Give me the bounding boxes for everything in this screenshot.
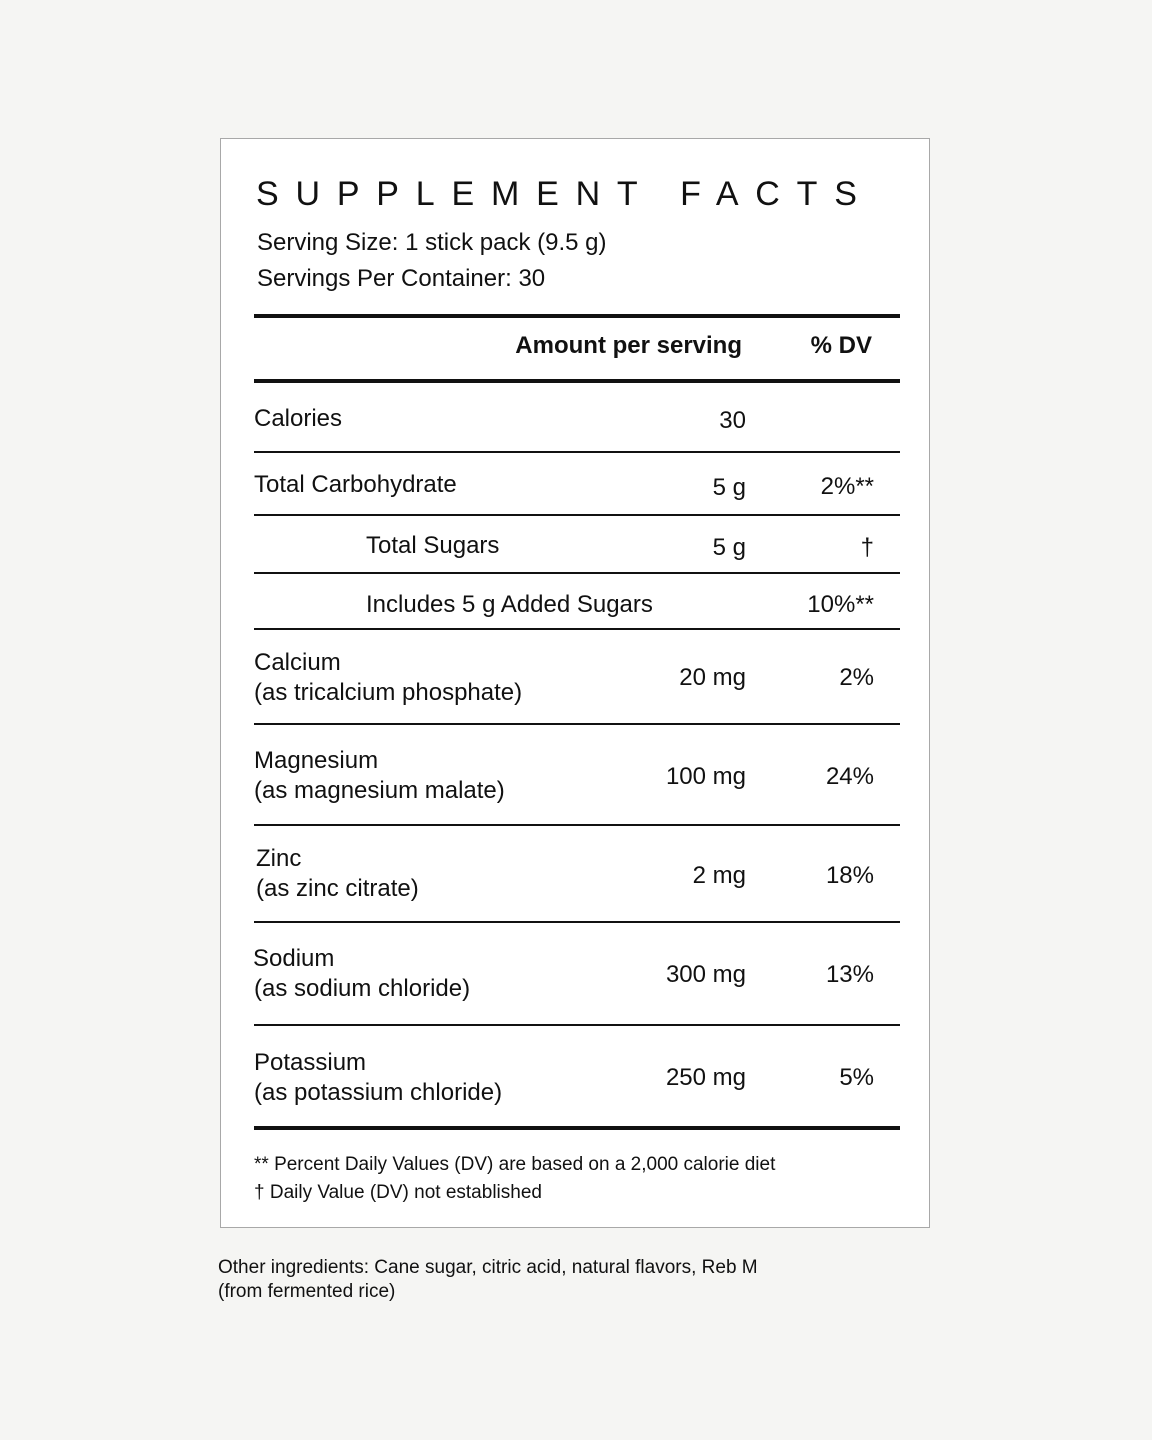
footnote-percent-dv: ** Percent Daily Values (DV) are based o… bbox=[254, 1154, 776, 1175]
nutrient-dv: 2% bbox=[839, 664, 874, 691]
nutrient-dv: 5% bbox=[839, 1064, 874, 1091]
row-divider bbox=[254, 723, 900, 725]
nutrient-dv: 2%** bbox=[820, 473, 874, 500]
row-divider bbox=[254, 824, 900, 826]
nutrient-name: Magnesium bbox=[254, 747, 379, 774]
nutrient-form: (as sodium chloride) bbox=[254, 975, 471, 1002]
servings-per-container: Servings Per Container: 30 bbox=[257, 265, 546, 292]
nutrient-amount: 30 bbox=[719, 407, 746, 434]
nutrient-amount: 5 g bbox=[712, 474, 746, 501]
nutrient-amount: 100 mg bbox=[665, 763, 746, 790]
nutrient-name: Zinc bbox=[256, 845, 302, 872]
nutrient-amount: 2 mg bbox=[692, 862, 746, 889]
header-bottom-rule bbox=[254, 379, 900, 383]
nutrient-name: Calories bbox=[254, 405, 343, 432]
nutrient-amount: 250 mg bbox=[665, 1064, 746, 1091]
row-divider bbox=[254, 451, 900, 453]
panel-title: SUPPLEMENT FACTS bbox=[256, 175, 874, 213]
nutrient-form: (as magnesium malate) bbox=[254, 777, 505, 804]
nutrient-form: (as tricalcium phosphate) bbox=[254, 679, 523, 706]
serving-size: Serving Size: 1 stick pack (9.5 g) bbox=[257, 229, 607, 256]
nutrient-form: (as zinc citrate) bbox=[256, 875, 419, 902]
nutrient-amount: 20 mg bbox=[679, 664, 746, 691]
nutrient-dv: 24% bbox=[825, 763, 874, 790]
nutrient-form: (as potassium chloride) bbox=[254, 1079, 503, 1106]
header-top-rule bbox=[254, 314, 900, 318]
amount-per-serving-header: Amount per serving bbox=[515, 332, 742, 359]
footnote-dv-not-established: † Daily Value (DV) not established bbox=[254, 1182, 542, 1203]
nutrient-name: Sodium bbox=[253, 945, 335, 972]
nutrient-name: Calcium bbox=[254, 649, 341, 676]
nutrient-dv: 10%** bbox=[807, 591, 874, 618]
nutrient-amount: 5 g bbox=[712, 534, 746, 561]
nutrient-name: Potassium bbox=[254, 1049, 367, 1076]
other-ingredients-line-1: Other ingredients: Cane sugar, citric ac… bbox=[218, 1257, 758, 1278]
row-divider bbox=[254, 572, 900, 574]
row-divider bbox=[254, 921, 900, 923]
row-divider bbox=[254, 514, 900, 516]
percent-dv-header: % DV bbox=[810, 332, 872, 359]
nutrient-name: Total Carbohydrate bbox=[254, 471, 457, 498]
row-divider bbox=[254, 628, 900, 630]
nutrient-name: Includes 5 g Added Sugars bbox=[366, 591, 653, 618]
nutrient-amount: 300 mg bbox=[665, 961, 746, 988]
nutrient-dv: 18% bbox=[825, 862, 874, 889]
nutrient-dv: † bbox=[860, 534, 874, 561]
other-ingredients-line-2: (from fermented rice) bbox=[218, 1281, 396, 1302]
nutrient-dv: 13% bbox=[825, 961, 874, 988]
supplement-facts-panel: SUPPLEMENT FACTS Serving Size: 1 stick p… bbox=[220, 138, 930, 1228]
table-bottom-rule bbox=[254, 1126, 900, 1130]
row-divider bbox=[254, 1024, 900, 1026]
nutrient-name: Total Sugars bbox=[366, 532, 500, 559]
